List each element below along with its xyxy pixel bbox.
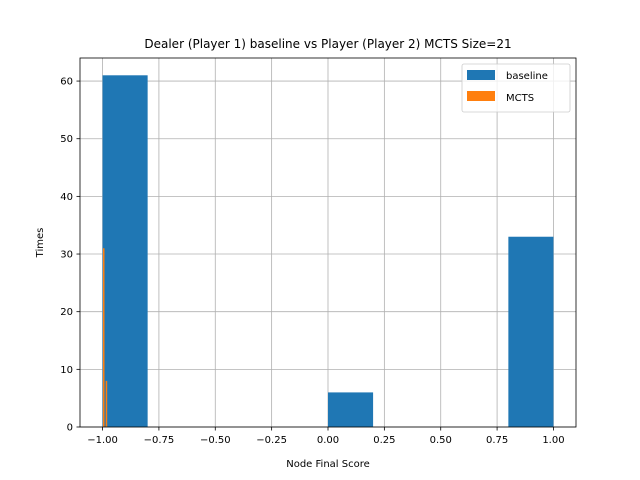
legend-label-baseline: baseline xyxy=(506,71,548,82)
x-tick-label: −0.25 xyxy=(256,435,287,446)
bar-mcts xyxy=(102,248,105,427)
bar-baseline xyxy=(328,392,374,427)
y-axis-ticks: 0 10 20 30 40 50 60 xyxy=(60,77,80,434)
y-tick-label: 30 xyxy=(60,250,73,261)
histogram-bars xyxy=(102,75,554,427)
y-tick-label: 20 xyxy=(60,307,73,318)
bar-baseline xyxy=(102,75,148,427)
legend-swatch-mcts xyxy=(467,91,495,101)
legend: baseline MCTS xyxy=(461,63,571,113)
y-tick-label: 10 xyxy=(60,365,73,376)
x-tick-label: 0.00 xyxy=(317,435,339,446)
chart-title: Dealer (Player 1) baseline vs Player (Pl… xyxy=(144,37,511,51)
y-tick-label: 50 xyxy=(60,134,73,145)
legend-label-mcts: MCTS xyxy=(506,93,534,104)
x-tick-label: 0.75 xyxy=(486,435,508,446)
bar-baseline xyxy=(508,236,554,427)
x-tick-label: 0.50 xyxy=(430,435,452,446)
x-tick-label: −0.75 xyxy=(144,435,175,446)
y-tick-label: 60 xyxy=(60,77,73,88)
y-tick-label: 40 xyxy=(60,192,73,203)
x-tick-label: −1.00 xyxy=(87,435,118,446)
x-tick-label: −0.50 xyxy=(200,435,231,446)
x-tick-label: 0.25 xyxy=(373,435,395,446)
bar-mcts xyxy=(105,380,108,427)
y-axis-label: Times xyxy=(35,228,46,259)
legend-swatch-baseline xyxy=(467,70,495,80)
x-axis-ticks: −1.00 −0.75 −0.50 −0.25 0.00 0.25 0.50 0.75 1.00 xyxy=(87,427,565,446)
x-axis-label: Node Final Score xyxy=(286,459,370,470)
y-tick-label: 0 xyxy=(67,423,73,434)
x-tick-label: 1.00 xyxy=(542,435,564,446)
